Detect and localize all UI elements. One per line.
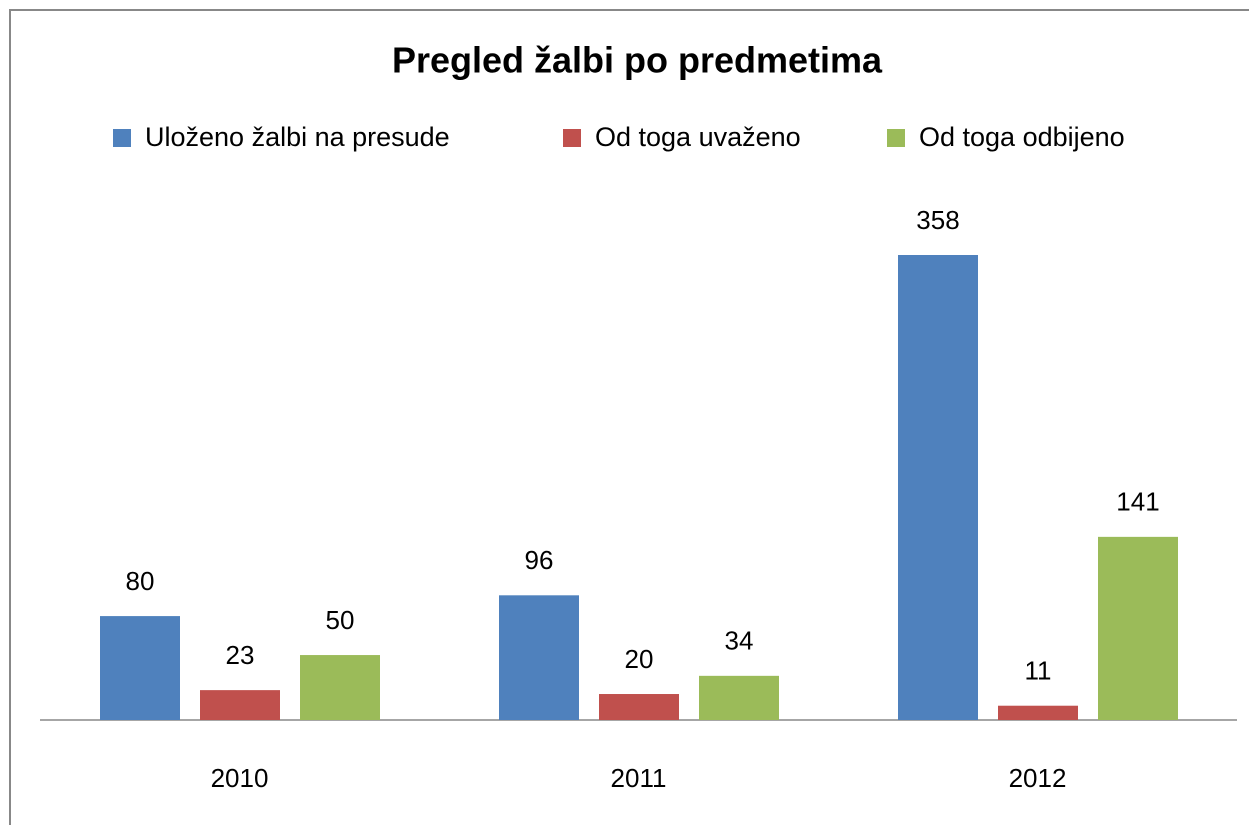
bar (300, 655, 380, 720)
chart-title: Pregled žalbi po predmetima (392, 40, 883, 81)
legend-label: Od toga odbijeno (919, 122, 1125, 152)
data-label: 34 (725, 626, 754, 656)
legend-label: Uloženo žalbi na presude (145, 122, 450, 152)
data-label: 50 (326, 605, 355, 635)
bar (898, 255, 978, 720)
data-label: 23 (226, 640, 255, 670)
x-tick-label: 2011 (611, 763, 667, 793)
data-label: 96 (525, 545, 554, 575)
data-label: 20 (625, 644, 654, 674)
data-label: 141 (1116, 487, 1159, 517)
legend-swatch (563, 129, 581, 147)
legend-label: Od toga uvaženo (595, 122, 801, 152)
bar (998, 705, 1078, 720)
data-label: 80 (126, 566, 155, 596)
legend-swatch (887, 129, 905, 147)
bar (200, 690, 280, 720)
legend-swatch (113, 129, 131, 147)
x-tick-label: 2012 (1009, 763, 1067, 793)
bar (599, 694, 679, 720)
data-label: 11 (1025, 656, 1052, 686)
x-tick-label: 2010 (211, 763, 269, 793)
bar (699, 675, 779, 720)
data-label: 358 (916, 205, 959, 235)
bar (100, 616, 180, 720)
bar (1098, 536, 1178, 720)
bar (499, 595, 579, 720)
chart-frame (9, 9, 1249, 825)
